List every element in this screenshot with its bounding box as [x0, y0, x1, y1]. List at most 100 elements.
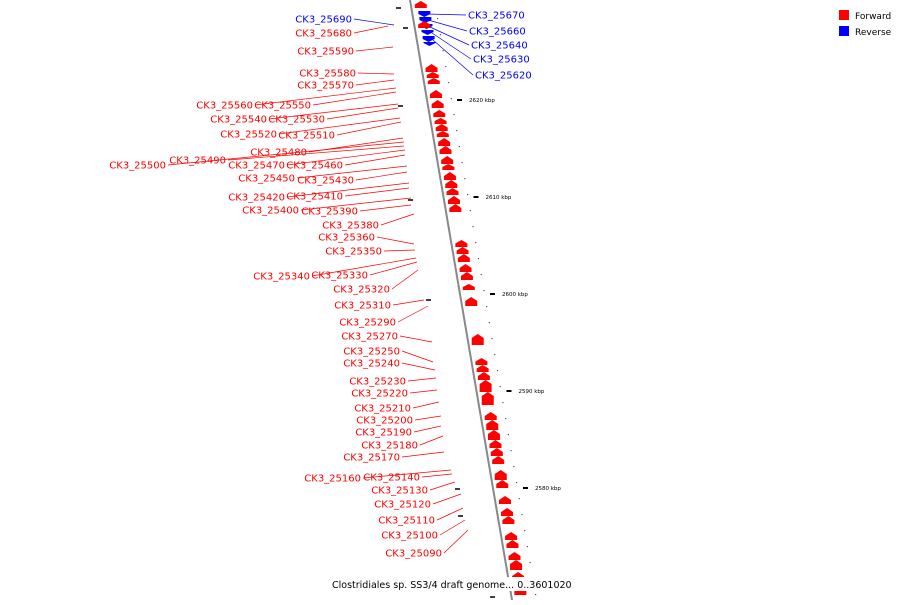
reverse-gene-glyph [419, 17, 432, 23]
forward-gene-glyph [484, 412, 497, 420]
gene-leader-line [407, 377, 437, 382]
forward-gene-glyph [499, 496, 511, 504]
gene-label-ck3-25210: CK3_25210 [354, 404, 411, 415]
forward-gene-glyph [435, 124, 448, 131]
forward-gene-glyph [496, 480, 509, 488]
gene-label-ck3-25340: CK3_25340 [253, 272, 310, 283]
gene-leader-line [429, 26, 470, 46]
gene-label-ck3-25230: CK3_25230 [349, 377, 406, 388]
axis-minor-tick [447, 82, 450, 84]
gene-leader-line [167, 141, 405, 166]
forward-gene-glyph [489, 440, 502, 448]
forward-gene-glyph [492, 456, 505, 464]
gene-leader-line [311, 257, 417, 277]
gene-label-ck3-25170: CK3_25170 [343, 453, 400, 464]
forward-gene-glyph [443, 172, 456, 180]
forward-gene-glyph [455, 240, 468, 247]
forward-gene-glyph [442, 164, 455, 170]
forward-gene-glyph [465, 297, 478, 306]
gene-leader-line [443, 529, 469, 554]
gene-leader-line [401, 362, 436, 371]
gene-leader-line [344, 154, 406, 166]
forward-gene-glyph [426, 72, 439, 78]
gene-leader-line [425, 13, 467, 16]
legend-forward-swatch [839, 10, 849, 20]
forward-gene-glyph [475, 358, 488, 365]
legend-reverse-swatch [839, 26, 849, 36]
gene-leader-line [357, 72, 395, 75]
gene-leader-line [362, 469, 452, 479]
reverse-gene-glyph [418, 11, 431, 17]
forward-gene-glyph [487, 430, 500, 440]
axis-minor-tick [526, 546, 529, 548]
gene-label-ck3-25450: CK3_25450 [238, 174, 295, 185]
gene-label-ck3-25110: CK3_25110 [378, 516, 435, 527]
gene-label-ck3-25320: CK3_25320 [333, 285, 390, 296]
axis-minor-tick [486, 306, 488, 308]
gene-label-ck3-25120: CK3_25120 [374, 500, 431, 511]
axis-tick-label: 2610 kbp [485, 195, 511, 201]
gene-label-ck3-25460: CK3_25460 [286, 161, 343, 172]
gene-leader-line [300, 197, 412, 211]
forward-gene-glyph [477, 372, 490, 380]
axis-minor-tick [453, 114, 455, 116]
axis-minor-tick [491, 338, 493, 340]
gene-leader-line [414, 415, 442, 421]
forward-gene-glyph [431, 100, 444, 108]
gene-label-ck3-25510: CK3_25510 [278, 131, 335, 142]
axis-tick-label: 2580 kbp [535, 486, 561, 492]
axis-minor-tick [458, 146, 461, 148]
gene-label-ck3-25400: CK3_25400 [242, 206, 299, 217]
gene-leader-line [296, 165, 408, 179]
forward-gene-glyph [481, 392, 494, 405]
forward-gene-glyph [508, 552, 521, 560]
gene-leader-line [286, 149, 406, 166]
axis-minor-tick [456, 130, 458, 132]
axis-minor-tick [513, 466, 515, 468]
gene-leader-line [380, 213, 415, 226]
axis-tick-label: 2590 kbp [518, 389, 544, 395]
gene-label-ck3-25640: CK3_25640 [471, 41, 528, 52]
caption-background [330, 577, 568, 591]
axis-minor-tick [505, 418, 507, 420]
axis-minor-tick [499, 386, 501, 388]
gene-leader-line [355, 171, 408, 181]
forward-gene-glyph [418, 21, 431, 28]
gene-leader-line [401, 451, 445, 458]
axis-minor-tick [529, 562, 531, 564]
gene-leader-line [286, 182, 410, 198]
legend: Forward Reverse [839, 10, 892, 38]
gene-label-ck3-25420: CK3_25420 [228, 193, 285, 204]
forward-gene-glyph [429, 90, 442, 98]
gene-label-ck3-25570: CK3_25570 [297, 81, 354, 92]
forward-gene-glyph [441, 156, 454, 164]
forward-gene-glyph [445, 180, 458, 188]
gene-label-ck3-25380: CK3_25380 [322, 221, 379, 232]
reverse-gene-glyph [423, 42, 436, 46]
forward-gene-glyph [462, 284, 475, 290]
gene-leader-line [401, 350, 434, 363]
axis-tick-label: 2600 kbp [502, 292, 528, 298]
gene-label-ck3-25500: CK3_25500 [109, 161, 166, 172]
gene-labels: CK3_25690 CK3_25670 CK3_25660 CK3_25640 CK3_… [109, 11, 531, 560]
gene-label-ck3-25670: CK3_25670 [468, 11, 525, 22]
gene-label-ck3-25390: CK3_25390 [301, 207, 358, 218]
gene-leader-line [355, 79, 395, 86]
gene-leader-line [399, 335, 433, 343]
axis-minor-tick [496, 370, 499, 372]
forward-gene-glyph [501, 508, 514, 516]
axis-minor-tick [507, 434, 509, 436]
gene-label-ck3-25410: CK3_25410 [286, 192, 343, 203]
axis-minor-tick [510, 450, 512, 452]
axis-minor-tick [450, 98, 452, 100]
forward-gene-glyph [490, 448, 503, 456]
gene-label-ck3-25350: CK3_25350 [325, 247, 382, 258]
forward-gene-glyph [427, 78, 440, 84]
gene-label-ck3-25180: CK3_25180 [361, 441, 418, 452]
gene-leader-line [439, 519, 466, 536]
axis-minor-tick [437, 18, 439, 20]
gene-leader-line [432, 39, 474, 76]
forward-gene-glyph [425, 64, 438, 72]
forward-gene-glyph [439, 146, 452, 154]
